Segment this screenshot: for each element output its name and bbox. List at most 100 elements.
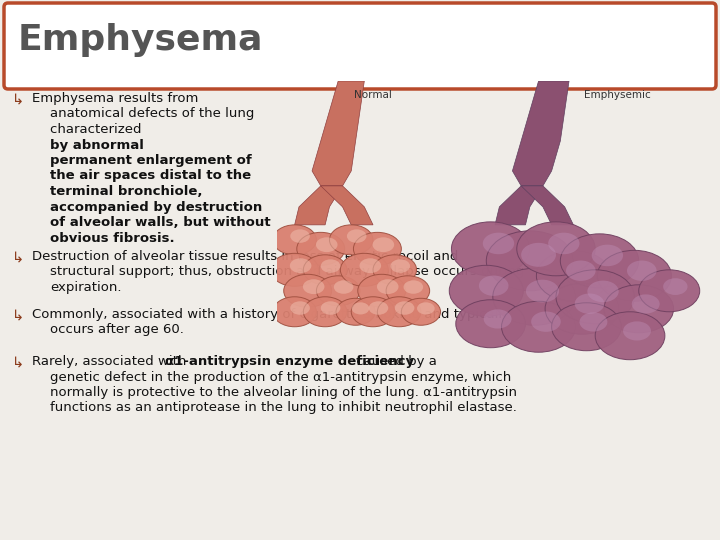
Circle shape [575,293,604,314]
Circle shape [334,280,354,294]
Circle shape [479,275,508,296]
Text: Emphysema results from: Emphysema results from [32,92,199,105]
Text: ↳: ↳ [12,250,24,265]
Circle shape [373,255,417,285]
Circle shape [284,274,332,307]
Text: Normal: Normal [354,90,392,100]
Circle shape [631,294,660,314]
Text: Destruction of alveolar tissue results in loss of elastic recoil and: Destruction of alveolar tissue results i… [32,250,459,263]
Circle shape [639,270,700,312]
Circle shape [290,301,310,315]
Circle shape [351,302,369,314]
Text: occurs after age 60.: occurs after age 60. [50,323,184,336]
Circle shape [526,280,559,302]
Circle shape [517,222,595,276]
Circle shape [273,225,316,255]
Text: ↳: ↳ [12,355,24,370]
Circle shape [451,222,530,276]
Circle shape [598,251,672,301]
Circle shape [449,265,523,316]
Circle shape [290,258,311,273]
Text: the air spaces distal to the: the air spaces distal to the [50,170,251,183]
Circle shape [347,230,366,243]
Circle shape [359,258,381,273]
Circle shape [390,259,410,273]
Text: anatomical defects of the lung: anatomical defects of the lung [50,107,254,120]
Circle shape [297,232,345,265]
Circle shape [580,312,608,332]
Circle shape [502,301,575,352]
Polygon shape [312,81,364,186]
Polygon shape [513,81,569,186]
Text: characterized: characterized [50,123,145,136]
Circle shape [271,253,318,286]
Circle shape [316,237,338,252]
Circle shape [377,279,398,294]
Circle shape [560,234,639,288]
Circle shape [358,274,405,307]
Circle shape [369,301,388,315]
Circle shape [351,297,395,327]
Polygon shape [321,186,373,225]
Text: expiration.: expiration. [50,281,122,294]
Text: genetic defect in the production of the α1-antitrypsin enzyme, which: genetic defect in the production of the … [50,370,511,383]
FancyBboxPatch shape [4,3,716,89]
Text: Emphysema: Emphysema [18,23,264,57]
Circle shape [627,260,657,281]
Text: Rarely, associated with: Rarely, associated with [32,355,191,368]
Circle shape [377,297,421,327]
Circle shape [545,284,619,334]
Circle shape [330,225,373,255]
Text: permanent enlargement of: permanent enlargement of [50,154,252,167]
Circle shape [588,281,618,302]
Circle shape [531,312,561,332]
Circle shape [484,309,511,328]
Polygon shape [294,186,343,225]
Circle shape [321,259,341,273]
Circle shape [341,253,388,286]
Circle shape [536,251,611,301]
Text: accompanied by destruction: accompanied by destruction [50,200,262,213]
Circle shape [403,280,423,294]
Circle shape [321,301,341,315]
Circle shape [623,321,651,341]
Circle shape [401,298,441,325]
Text: caused by a: caused by a [352,355,437,368]
Circle shape [273,297,316,327]
Circle shape [372,237,394,252]
Circle shape [492,268,575,325]
Circle shape [604,285,674,333]
Text: functions as an antiprotease in the lung to inhibit neutrophil elastase.: functions as an antiprotease in the lung… [50,402,517,415]
Circle shape [548,233,580,254]
Circle shape [552,303,621,351]
Text: ↳: ↳ [12,308,24,323]
Text: Commonly, associated with a history of cigarette smoking and typically: Commonly, associated with a history of c… [32,308,510,321]
Circle shape [336,298,375,325]
Text: α1-antitrypsin enzyme deficiency: α1-antitrypsin enzyme deficiency [165,355,414,368]
Circle shape [316,276,360,306]
Circle shape [566,260,595,281]
Text: obvious fibrosis.: obvious fibrosis. [50,232,175,245]
Circle shape [663,278,688,295]
Circle shape [303,255,347,285]
Circle shape [521,243,556,267]
Circle shape [486,231,573,291]
Text: terminal bronchiole,: terminal bronchiole, [50,185,202,198]
Circle shape [556,270,634,324]
Text: structural support; thus, obstruction and airway collapse occurs during: structural support; thus, obstruction an… [50,266,524,279]
Circle shape [595,312,665,360]
Text: by abnormal: by abnormal [50,138,144,152]
Text: Emphysemic: Emphysemic [584,90,650,100]
Circle shape [303,279,325,294]
Circle shape [303,297,347,327]
Text: of alveolar walls, but without: of alveolar walls, but without [50,216,271,229]
Text: ↳: ↳ [12,92,24,107]
Circle shape [386,276,430,306]
Circle shape [456,300,526,348]
Circle shape [417,302,435,314]
Circle shape [354,232,401,265]
Circle shape [290,230,310,243]
Circle shape [483,233,514,254]
Circle shape [592,245,623,266]
Text: normally is protective to the alveolar lining of the lung. α1-antitrypsin: normally is protective to the alveolar l… [50,386,517,399]
